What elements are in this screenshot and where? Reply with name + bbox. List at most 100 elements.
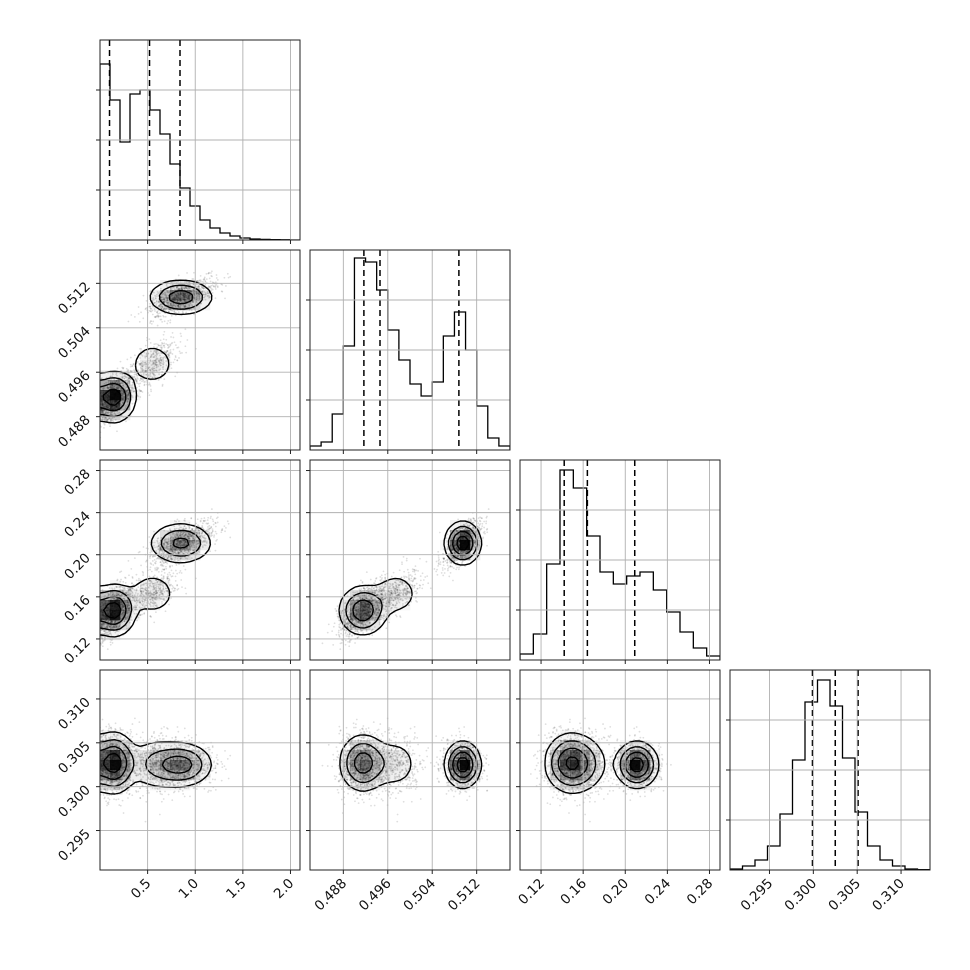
sample-point — [206, 294, 209, 297]
sample-point — [181, 539, 184, 541]
sample-point — [184, 568, 187, 571]
sample-point — [196, 292, 198, 295]
sample-point — [141, 365, 144, 368]
sample-point — [155, 315, 158, 318]
histogram-line — [100, 63, 300, 240]
sample-point — [117, 387, 119, 390]
sample-point — [127, 370, 130, 372]
sample-point — [151, 550, 154, 553]
sample-point — [130, 389, 133, 392]
sample-point — [117, 593, 120, 596]
sample-point — [120, 398, 123, 401]
sample-point — [152, 605, 155, 607]
sample-point — [130, 384, 133, 386]
sample-point — [128, 380, 131, 383]
sample-point — [159, 306, 161, 309]
sample-point — [184, 528, 186, 531]
sample-point — [110, 386, 113, 389]
sample-point — [182, 544, 185, 547]
sample-point — [207, 516, 210, 519]
sample-point — [175, 295, 178, 298]
density-cell — [160, 360, 171, 371]
sample-point — [127, 607, 130, 610]
sample-point — [101, 621, 104, 624]
sample-point — [159, 357, 162, 359]
sample-point — [204, 298, 207, 301]
sample-point — [198, 532, 201, 535]
sample-point — [156, 539, 159, 542]
sample-point — [181, 544, 183, 546]
sample-point — [205, 278, 208, 281]
sample-point — [216, 521, 219, 524]
sample-point — [159, 564, 162, 567]
sample-point — [155, 611, 157, 613]
sample-point — [186, 546, 189, 549]
sample-point — [131, 375, 134, 378]
sample-point — [180, 287, 183, 290]
sample-point — [103, 624, 106, 626]
sample-point — [176, 549, 179, 552]
sample-point — [157, 365, 160, 368]
sample-point — [170, 591, 172, 594]
sample-point — [166, 300, 169, 303]
sample-point — [112, 384, 114, 387]
sample-point — [150, 307, 153, 310]
sample-point — [133, 373, 136, 376]
sample-point — [223, 525, 226, 528]
sample-point — [115, 379, 118, 382]
sample-point — [181, 544, 184, 547]
sample-point — [102, 411, 104, 414]
sample-point — [153, 356, 155, 359]
density-cell — [140, 350, 151, 361]
sample-point — [154, 602, 157, 605]
sample-point — [154, 316, 157, 319]
sample-point — [153, 291, 155, 294]
sample-point — [157, 305, 160, 308]
sample-point — [172, 536, 175, 539]
sample-point — [127, 393, 130, 396]
sample-point — [149, 359, 152, 361]
sample-point — [192, 278, 195, 280]
sample-point — [143, 383, 146, 386]
sample-point — [177, 304, 180, 307]
sample-point — [160, 359, 163, 362]
sample-point — [189, 547, 192, 550]
sample-point — [143, 606, 146, 608]
sample-point — [196, 290, 199, 293]
sample-point — [178, 288, 181, 291]
sample-point — [133, 557, 136, 559]
sample-point — [117, 379, 120, 382]
sample-point — [192, 301, 194, 304]
sample-point — [167, 310, 170, 313]
sample-point — [122, 375, 125, 378]
sample-point — [156, 357, 159, 360]
sample-point — [160, 592, 163, 595]
sample-point — [177, 304, 180, 307]
sample-point — [165, 546, 168, 549]
sample-point — [159, 561, 162, 564]
sample-point — [118, 382, 121, 385]
sample-point — [122, 385, 125, 388]
sample-point — [163, 356, 166, 358]
sample-point — [133, 390, 136, 393]
sample-point — [127, 389, 129, 392]
sample-point — [190, 304, 193, 306]
sample-point — [106, 623, 109, 626]
sample-point — [155, 356, 158, 358]
sample-point — [181, 541, 184, 544]
sample-point — [169, 288, 172, 290]
sample-point — [178, 357, 180, 359]
sample-point — [203, 276, 206, 279]
sample-point — [110, 387, 113, 390]
sample-point — [173, 551, 176, 554]
sample-point — [157, 295, 160, 298]
sample-point — [169, 544, 172, 547]
sample-point — [155, 364, 158, 366]
sample-point — [165, 284, 168, 287]
sample-point — [224, 530, 226, 533]
sample-point — [126, 401, 129, 404]
sample-point — [176, 286, 178, 289]
sample-point — [162, 307, 165, 310]
sample-point — [117, 386, 120, 389]
